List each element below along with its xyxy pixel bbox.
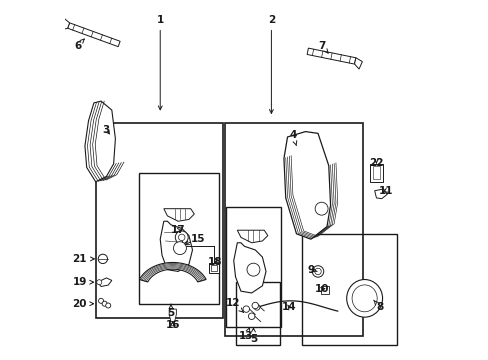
Bar (139, 173, 219, 304)
Bar (301, 234, 396, 345)
Polygon shape (169, 309, 176, 321)
Circle shape (312, 266, 323, 277)
Text: 4: 4 (288, 130, 296, 145)
Text: 13: 13 (239, 331, 253, 341)
Polygon shape (139, 262, 206, 282)
Polygon shape (67, 23, 120, 47)
Text: 21: 21 (72, 254, 94, 264)
Circle shape (105, 303, 110, 308)
Text: 6: 6 (74, 39, 84, 50)
Text: 12: 12 (225, 298, 243, 312)
Ellipse shape (346, 279, 382, 317)
Text: 7: 7 (317, 41, 327, 53)
Text: 10: 10 (314, 284, 328, 294)
Text: 2: 2 (267, 15, 274, 26)
Text: 11: 11 (378, 186, 393, 196)
Circle shape (173, 242, 186, 255)
Circle shape (178, 234, 184, 240)
Text: 14: 14 (282, 302, 296, 312)
Text: 17: 17 (170, 225, 185, 235)
Bar (369, 164, 382, 182)
Bar (235, 282, 280, 345)
Polygon shape (61, 18, 69, 30)
Text: 5: 5 (249, 333, 257, 343)
Text: 1: 1 (156, 15, 163, 26)
Text: 20: 20 (72, 299, 93, 309)
Circle shape (248, 313, 254, 319)
Circle shape (314, 268, 321, 275)
Text: 9: 9 (306, 265, 317, 275)
Polygon shape (237, 230, 267, 243)
Text: 16: 16 (165, 320, 180, 330)
Bar (372, 166, 379, 179)
Circle shape (251, 302, 258, 309)
Circle shape (99, 298, 103, 303)
Polygon shape (160, 221, 192, 271)
Polygon shape (354, 58, 362, 69)
Circle shape (254, 305, 260, 310)
Text: 22: 22 (368, 158, 383, 168)
Circle shape (246, 263, 260, 276)
Circle shape (175, 231, 188, 244)
Circle shape (98, 254, 107, 264)
Polygon shape (85, 101, 115, 182)
Text: 18: 18 (207, 257, 222, 267)
Polygon shape (97, 278, 112, 287)
Circle shape (97, 280, 102, 285)
Text: 19: 19 (72, 277, 93, 287)
Circle shape (102, 301, 107, 306)
Polygon shape (306, 48, 355, 64)
Polygon shape (374, 189, 386, 199)
Circle shape (243, 306, 249, 312)
Polygon shape (233, 243, 265, 293)
Polygon shape (284, 132, 330, 239)
Bar (208, 263, 219, 273)
Bar (211, 265, 217, 271)
Text: 5: 5 (167, 309, 174, 318)
Bar (224, 123, 362, 336)
Bar (320, 286, 329, 294)
Bar (96, 123, 223, 318)
Text: 15: 15 (190, 234, 204, 244)
Ellipse shape (351, 285, 376, 312)
Text: 8: 8 (373, 300, 383, 312)
Circle shape (314, 202, 327, 215)
Text: 3: 3 (102, 125, 110, 135)
Bar (225, 207, 281, 327)
Polygon shape (163, 209, 194, 221)
